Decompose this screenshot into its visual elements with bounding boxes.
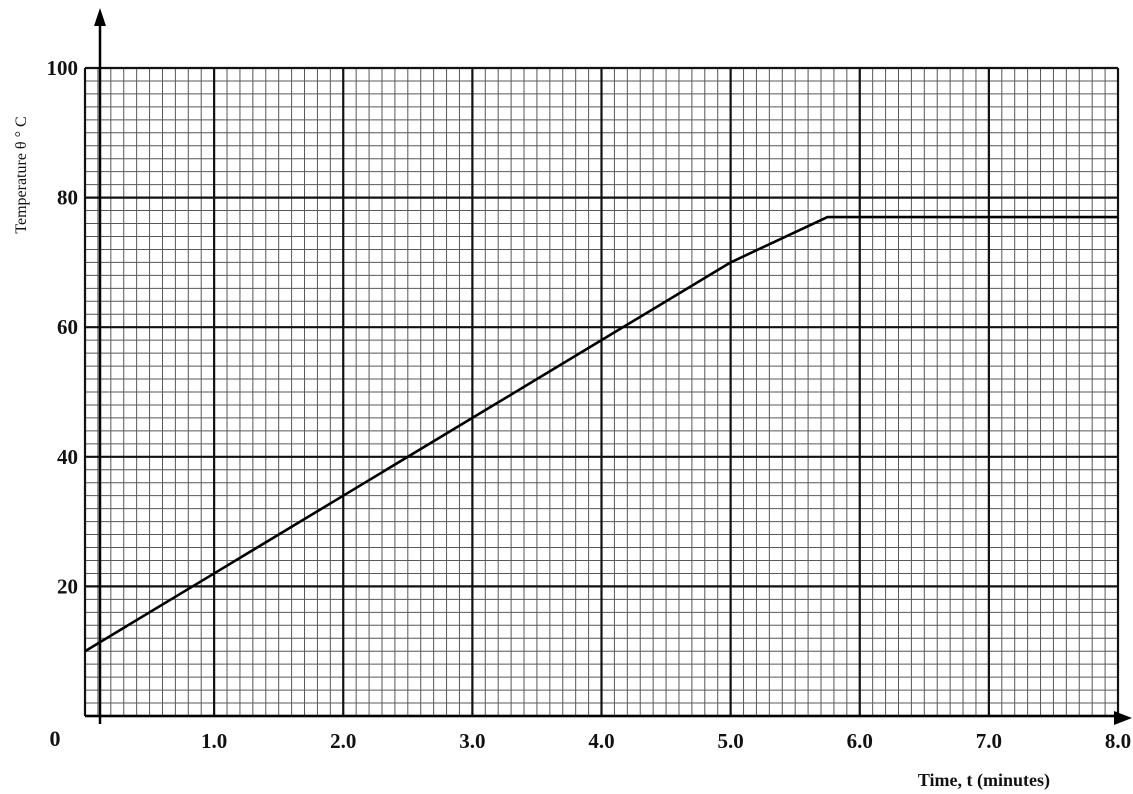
y-axis-title: Temperature θ ° C	[13, 116, 30, 233]
y-tick-label: 40	[57, 445, 78, 469]
x-tick-label: 7.0	[976, 729, 1002, 753]
x-tick-label: 8.0	[1105, 729, 1131, 753]
data-series	[84, 215, 1119, 653]
y-tick-labels: 20 40 60 80 100	[47, 56, 79, 598]
x-axis-arrow	[1114, 711, 1132, 725]
x-axis-title: Time, t (minutes)	[918, 770, 1050, 791]
x-tick-label: 3.0	[459, 729, 485, 753]
y-tick-label: 20	[57, 574, 78, 598]
x-tick-label: 6.0	[847, 729, 873, 753]
y-tick-label: 100	[47, 56, 79, 80]
series-line-0	[84, 215, 1118, 653]
origin-label: 0	[50, 726, 61, 751]
x-tick-label: 2.0	[330, 729, 356, 753]
y-tick-label: 60	[57, 315, 78, 339]
x-tick-label: 5.0	[718, 729, 744, 753]
x-tick-labels: 1.0 2.0 3.0 4.0 5.0 6.0 7.0 8.0	[201, 729, 1131, 753]
axes	[85, 8, 1132, 725]
y-tick-label: 80	[57, 186, 78, 210]
y-axis-arrow	[94, 8, 106, 26]
x-tick-label: 4.0	[588, 729, 614, 753]
x-tick-label: 1.0	[201, 729, 227, 753]
